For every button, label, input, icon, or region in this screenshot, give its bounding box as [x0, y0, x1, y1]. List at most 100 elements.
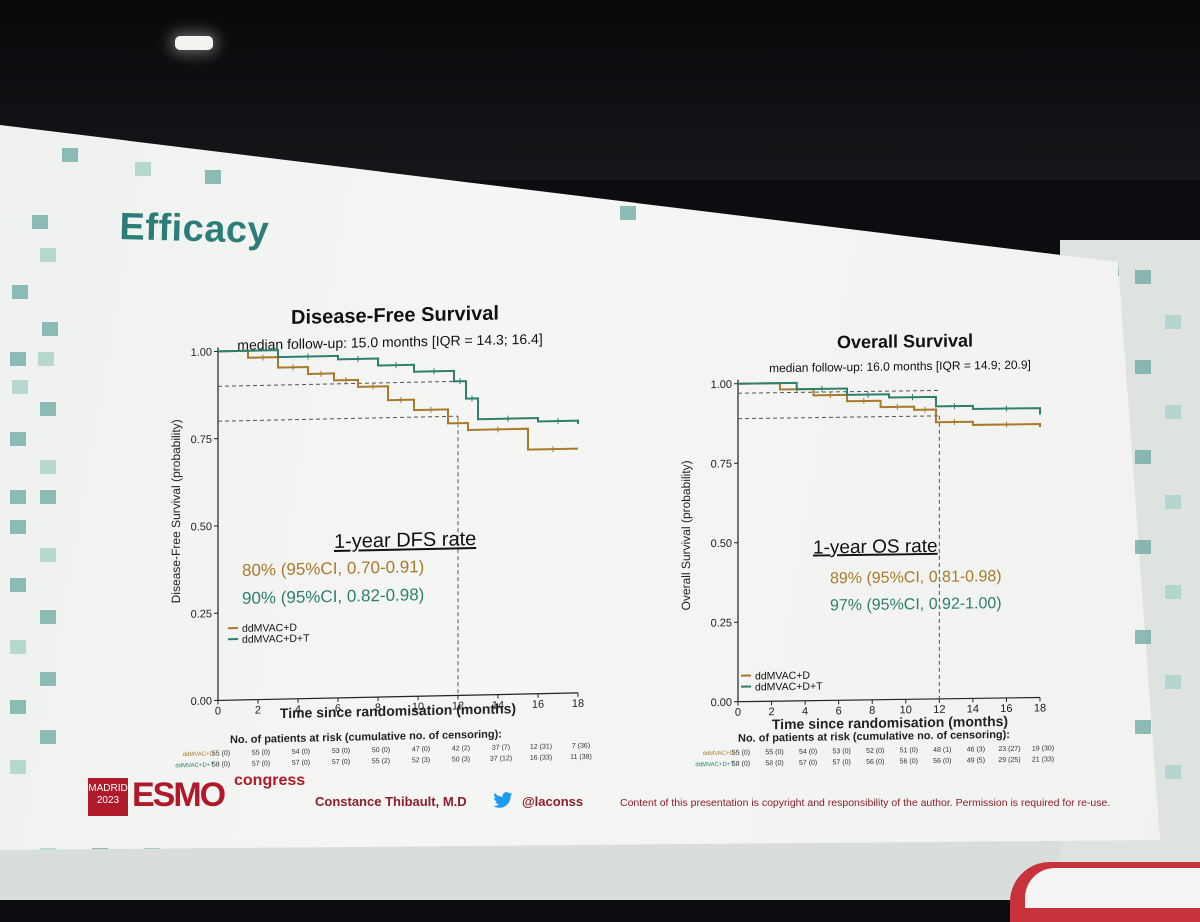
- x-tick-label: 18: [572, 698, 584, 710]
- risk-cell: 53 (0): [833, 748, 851, 755]
- risk-cell: 54 (0): [799, 749, 817, 756]
- decor-square: [1135, 360, 1151, 374]
- risk-cell: 55 (0): [765, 749, 783, 756]
- risk-cell: 12 (31): [530, 743, 552, 750]
- y-tick-label: 0.25: [711, 617, 732, 629]
- y-tick-label: 0.75: [711, 458, 732, 470]
- footer-copyright: Content of this presentation is copyrigh…: [620, 797, 1110, 809]
- risk-row-arm: ddMVAC+D+T: [175, 763, 214, 770]
- risk-table-heading: No. of patients at risk (cumulative no. …: [738, 729, 1010, 745]
- risk-cell: 50 (0): [372, 747, 390, 754]
- logo-congress: congress: [234, 772, 305, 790]
- y-tick-label: 0.75: [191, 434, 212, 446]
- decor-square: [1165, 495, 1181, 509]
- survival-curve-ddmvac-d: [738, 379, 1040, 431]
- x-axis-line: [218, 693, 578, 701]
- y-axis-label: Disease-Free Survival (probability): [169, 419, 183, 603]
- risk-cell: 57 (0): [292, 760, 310, 767]
- decor-square: [860, 210, 876, 224]
- y-tick-label: 1.00: [191, 347, 212, 359]
- risk-cell: 58 (0): [212, 761, 230, 768]
- decor-square: [1165, 405, 1181, 419]
- risk-cell: 58 (0): [765, 760, 783, 767]
- risk-cell: 11 (38): [570, 754, 592, 761]
- risk-cell: 58 (0): [732, 761, 750, 768]
- risk-cell: 19 (30): [1032, 745, 1054, 752]
- risk-cell: 57 (0): [833, 759, 851, 766]
- twitter-icon: [492, 792, 514, 809]
- x-tick-label: 0: [735, 707, 741, 719]
- y-tick-label: 0.50: [191, 521, 212, 533]
- chart-title: Disease-Free Survival: [291, 303, 499, 329]
- risk-cell: 55 (0): [252, 749, 270, 756]
- logo-word: ESMO: [132, 776, 224, 815]
- risk-cell: 56 (0): [866, 759, 884, 766]
- risk-table-heading: No. of patients at risk (cumulative no. …: [230, 728, 502, 746]
- decor-square: [1135, 630, 1151, 644]
- decor-square: [1165, 585, 1181, 599]
- reference-horizontal-line: [738, 416, 939, 419]
- risk-cell: 53 (0): [332, 748, 350, 755]
- rate-line-ddmvac-d-t: 90% (95%CI, 0.82-0.98): [242, 585, 424, 608]
- logo-city-year: MADRID 2023: [88, 778, 128, 816]
- risk-cell: 57 (0): [332, 759, 350, 766]
- rate-line-ddmvac-d-t: 97% (95%CI, 0.92-1.00): [830, 595, 1002, 614]
- decor-square: [1165, 675, 1181, 689]
- y-tick-label: 0.00: [191, 696, 212, 708]
- logo-year: 2023: [88, 795, 128, 807]
- x-tick-label: 0: [215, 705, 221, 717]
- risk-cell: 55 (2): [372, 758, 390, 765]
- rate-line-ddmvac-d: 89% (95%CI, 0.81-0.98): [830, 568, 1002, 587]
- y-tick-label: 1.00: [711, 379, 732, 391]
- decor-square: [1165, 765, 1181, 779]
- risk-cell: 48 (1): [933, 747, 951, 754]
- chart-title: Overall Survival: [837, 330, 973, 352]
- rate-heading: 1-year DFS rate: [334, 528, 476, 553]
- risk-cell: 57 (0): [252, 760, 270, 767]
- chart-subtitle: median follow-up: 16.0 months [IQR = 14.…: [769, 358, 1031, 376]
- reference-horizontal-line: [738, 390, 939, 393]
- risk-cell: 51 (0): [900, 747, 918, 754]
- x-axis-label: Time since randomisation (months): [280, 700, 516, 721]
- decor-square: [1135, 540, 1151, 554]
- risk-cell: 21 (33): [1032, 756, 1054, 763]
- y-tick-label: 0.00: [711, 697, 732, 709]
- risk-cell: 52 (0): [866, 748, 884, 755]
- y-axis-label: Overall Survival (probability): [679, 460, 693, 610]
- x-tick-label: 16: [532, 699, 544, 711]
- risk-cell: 52 (3): [412, 757, 430, 764]
- footer-author: Constance Thibault, M.D: [315, 794, 467, 809]
- chart-panel-2: Overall Survival median follow-up: 16.0 m…: [679, 329, 1054, 768]
- survival-curve-ddmvac-d-t: [738, 379, 1040, 418]
- x-tick-label: 2: [255, 705, 261, 717]
- risk-cell: 54 (0): [292, 749, 310, 756]
- risk-cell: 16 (33): [530, 754, 552, 761]
- rate-line-ddmvac-d: 80% (95%CI, 0.70-0.91): [242, 557, 424, 580]
- y-tick-label: 0.25: [191, 608, 212, 620]
- white-wall-corner: [1025, 868, 1200, 908]
- x-axis-line: [738, 697, 1040, 701]
- chart-subtitle: median follow-up: 15.0 months [IQR = 14.…: [237, 331, 542, 353]
- reference-horizontal-line: [218, 381, 458, 386]
- legend-label: ddMVAC+D+T: [755, 681, 823, 694]
- risk-cell: 56 (0): [933, 758, 951, 765]
- rate-heading: 1-year OS rate: [813, 536, 938, 559]
- decor-square: [1165, 315, 1181, 329]
- risk-row-arm: ddMVAC+D: [183, 752, 215, 759]
- risk-cell: 37 (7): [492, 744, 510, 751]
- ceiling-light: [175, 36, 213, 50]
- risk-cell: 23 (27): [998, 746, 1020, 753]
- footer-twitter-handle: @laconss: [522, 794, 583, 809]
- risk-cell: 37 (12): [490, 755, 512, 762]
- risk-cell: 57 (0): [799, 760, 817, 767]
- risk-cell: 56 (0): [900, 758, 918, 765]
- risk-cell: 42 (2): [452, 745, 470, 752]
- risk-cell: 55 (0): [732, 750, 750, 757]
- decor-square: [1135, 720, 1151, 734]
- risk-cell: 46 (3): [967, 746, 985, 753]
- risk-cell: 49 (5): [967, 757, 985, 764]
- risk-cell: 55 (0): [212, 750, 230, 757]
- x-tick-label: 18: [1034, 702, 1046, 714]
- logo-city: MADRID: [88, 783, 128, 795]
